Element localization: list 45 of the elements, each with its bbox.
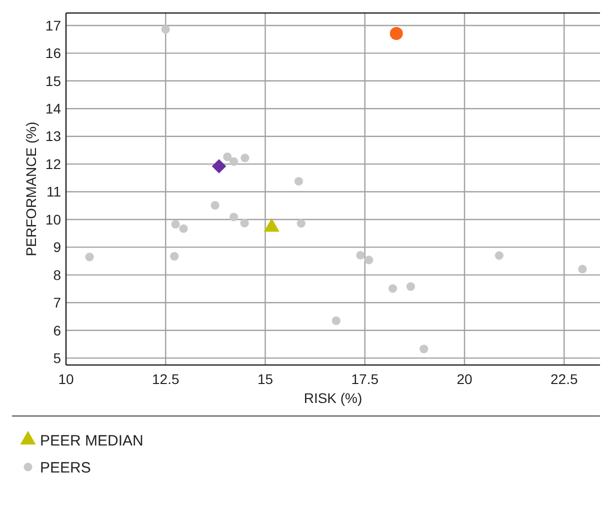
point bbox=[420, 344, 428, 354]
point bbox=[390, 27, 403, 40]
point bbox=[229, 157, 238, 166]
y-tick-label: 10 bbox=[45, 211, 62, 228]
legend-label: PEERS bbox=[40, 459, 91, 476]
point bbox=[170, 252, 179, 261]
y-tick-label: 11 bbox=[46, 184, 62, 200]
point bbox=[364, 256, 374, 264]
point bbox=[85, 252, 94, 262]
point bbox=[240, 154, 250, 162]
x-tick-label: 12.5 bbox=[152, 371, 180, 387]
point bbox=[332, 316, 340, 325]
x-axis-title: RISK (%) bbox=[304, 390, 362, 406]
point bbox=[578, 264, 587, 274]
y-tick-label: 15 bbox=[45, 72, 62, 89]
y-tick-label: 6 bbox=[53, 322, 62, 338]
point bbox=[494, 251, 504, 260]
point bbox=[179, 224, 188, 233]
y-tick-label: 9 bbox=[53, 239, 62, 256]
y-axis-title: PERFORMANCE (%) bbox=[23, 122, 39, 256]
x-tick-label: 17.5 bbox=[351, 371, 379, 387]
point bbox=[294, 176, 304, 186]
y-tick-label: 5 bbox=[53, 350, 62, 366]
point bbox=[161, 25, 170, 34]
y-tick-label: 13 bbox=[45, 128, 62, 144]
x-tick-label: 15 bbox=[257, 371, 274, 387]
y-tick-label: 14 bbox=[45, 100, 62, 117]
point bbox=[210, 201, 220, 210]
x-tick-label: 20 bbox=[456, 371, 473, 387]
point bbox=[240, 218, 249, 228]
point bbox=[388, 284, 398, 293]
point bbox=[356, 250, 365, 260]
point bbox=[406, 282, 416, 291]
point bbox=[212, 159, 226, 174]
y-tick-label: 12 bbox=[45, 156, 62, 172]
y-tick-label: 8 bbox=[53, 266, 62, 283]
point bbox=[229, 212, 238, 222]
x-tick-label: 22.5 bbox=[550, 371, 578, 387]
point bbox=[296, 219, 306, 228]
y-tick-label: 7 bbox=[53, 294, 62, 311]
point bbox=[171, 220, 180, 228]
legend-label: PEER MEDIAN bbox=[40, 432, 144, 450]
point bbox=[223, 152, 232, 162]
y-tick-label: 16 bbox=[45, 45, 62, 62]
y-tick-label: 17 bbox=[45, 17, 62, 34]
